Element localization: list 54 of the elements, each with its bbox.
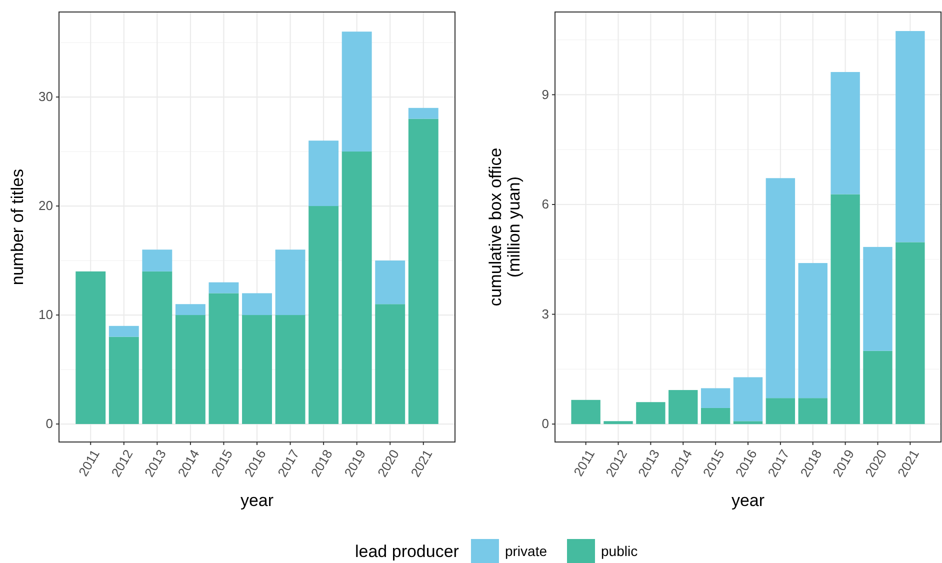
bar — [636, 402, 666, 424]
bar — [208, 282, 239, 294]
x-axis-title: year — [731, 491, 765, 510]
bar — [668, 390, 698, 424]
y-tick-label: 0 — [46, 416, 53, 432]
bar — [142, 250, 172, 272]
bar — [766, 178, 796, 398]
y-tick-label: 30 — [38, 89, 53, 104]
bar — [342, 32, 372, 152]
bar — [308, 206, 339, 424]
bar — [896, 31, 925, 242]
bar — [275, 315, 306, 424]
bar — [830, 194, 860, 424]
bar — [604, 421, 633, 424]
y-axis-title: cumulative box office (million yuan) — [486, 148, 524, 306]
bar — [830, 72, 860, 194]
bar — [571, 400, 600, 424]
bar — [275, 250, 306, 316]
bar — [375, 304, 406, 424]
bar — [863, 246, 892, 351]
x-axis-title: year — [240, 491, 274, 510]
bar — [798, 398, 828, 424]
bar — [408, 118, 438, 424]
y-axis-title: number of titles — [8, 168, 27, 286]
bar — [142, 271, 172, 424]
y-tick-label: 6 — [542, 196, 549, 212]
y-tick-label: 10 — [38, 307, 53, 322]
bar — [766, 398, 796, 424]
bar — [76, 271, 106, 424]
bar — [175, 315, 206, 424]
y-tick-label: 3 — [542, 306, 549, 322]
bar — [342, 152, 372, 424]
bar — [733, 421, 763, 424]
bar — [700, 388, 730, 408]
bar — [408, 108, 438, 119]
legend-label: public — [601, 543, 638, 559]
bar — [896, 242, 925, 424]
bar — [242, 293, 272, 316]
legend-title: lead producer — [355, 542, 460, 561]
legend-label: private — [504, 543, 548, 559]
y-tick-label: 0 — [542, 416, 549, 432]
bar — [700, 408, 730, 424]
bar — [375, 260, 406, 304]
bar — [798, 263, 828, 398]
bar — [208, 293, 239, 424]
bar — [308, 140, 339, 206]
bar — [863, 350, 892, 424]
bar — [108, 336, 139, 424]
bar — [242, 315, 272, 424]
y-tick-label: 20 — [38, 198, 53, 214]
bar — [175, 304, 206, 316]
bar — [108, 326, 139, 337]
bar — [733, 377, 763, 422]
y-tick-label: 9 — [542, 86, 549, 102]
